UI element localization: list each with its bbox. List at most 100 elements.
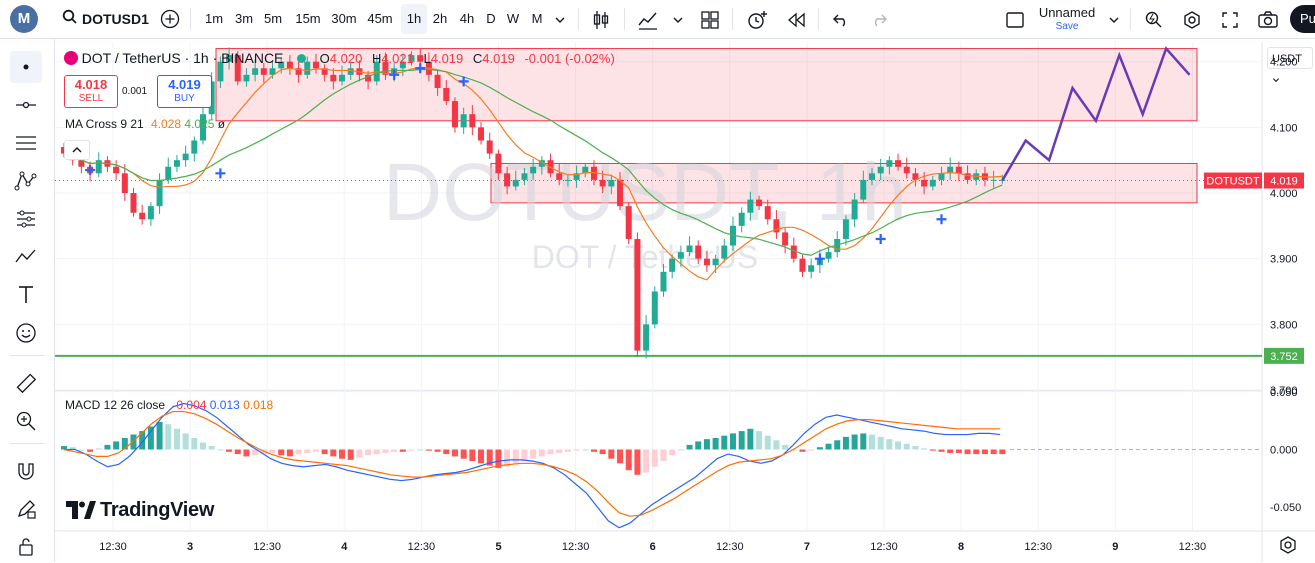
alert-clock-icon[interactable] (744, 0, 770, 38)
chevron-down-icon[interactable] (552, 0, 568, 38)
macd-bar (321, 449, 328, 455)
timeframe-4h[interactable]: 4h (459, 11, 475, 26)
layout-checkbox-icon[interactable] (1004, 0, 1026, 38)
collapse-legend-button[interactable] (64, 140, 90, 160)
ma-legend[interactable]: MA Cross 9 21 4.028 4.025 ø (65, 117, 225, 131)
macd-bar (677, 449, 684, 451)
macd-bar (573, 449, 580, 451)
magnet-icon[interactable] (10, 455, 42, 487)
timeframe-2h[interactable]: 2h (432, 11, 448, 26)
trend-line-icon[interactable] (10, 89, 42, 121)
macd-bar (712, 438, 719, 450)
macd-bar (721, 435, 728, 450)
currency-selector[interactable]: USDT (1267, 47, 1313, 83)
price-tick: 4.000 (1270, 188, 1298, 200)
macd-bar (460, 449, 467, 459)
add-symbol-icon[interactable] (160, 9, 180, 34)
logo-icon[interactable]: M (10, 5, 38, 33)
macd-bar (252, 449, 259, 456)
settings-icon[interactable] (1180, 0, 1204, 38)
candle (799, 258, 806, 272)
zones (215, 48, 1198, 204)
candle (643, 324, 650, 351)
macd-legend[interactable]: MACD 12 26 close -0.004 0.013 0.018 (65, 398, 273, 412)
timeframe-1h[interactable]: 1h (401, 4, 427, 34)
buy-price: 4.019 (168, 77, 201, 92)
macd-bar (425, 449, 432, 451)
cross-marker (458, 76, 469, 87)
quick-search-icon[interactable] (1142, 0, 1166, 38)
candle (825, 252, 832, 259)
candle (538, 160, 545, 167)
macd-bar (808, 449, 815, 451)
candle (530, 166, 537, 174)
emoji-icon[interactable] (10, 317, 42, 349)
macd-bar (895, 441, 902, 450)
measure-tools-icon[interactable] (10, 203, 42, 235)
macd-bar (556, 449, 563, 453)
candles-icon[interactable] (590, 0, 612, 38)
cross-marker (389, 69, 400, 80)
candle (921, 179, 928, 187)
text-icon[interactable] (10, 279, 42, 311)
macd-bar (156, 421, 163, 450)
symbol-search-button[interactable]: DOTUSD1 (62, 0, 149, 38)
candle (634, 238, 641, 351)
candle (903, 166, 910, 174)
camera-icon[interactable] (1256, 0, 1280, 38)
current-price-tag (1264, 172, 1304, 189)
macd-bar (278, 449, 285, 456)
redo-icon[interactable] (868, 0, 890, 38)
sell-button[interactable]: 4.018 SELL (64, 75, 118, 108)
macd-bar (912, 446, 919, 450)
macd-bar (478, 449, 485, 464)
layout-name-button[interactable]: Unnamed Save (1036, 5, 1098, 35)
axis-settings-icon[interactable] (1278, 535, 1298, 560)
spread-value: 0.001 (122, 86, 148, 97)
replay-icon[interactable] (784, 0, 808, 38)
price-tick: 3.700 (1270, 385, 1298, 397)
ohlc-o: 4.020 (329, 51, 363, 66)
timeframe-1m[interactable]: 1m (204, 11, 224, 26)
macd-bar (87, 449, 94, 452)
macd-bar (173, 428, 180, 450)
timeframe-D[interactable]: D (486, 11, 496, 26)
zoom-in-icon[interactable] (10, 405, 42, 437)
macd-bar (165, 424, 172, 450)
timeframe-15m[interactable]: 15m (295, 11, 321, 26)
candle (669, 258, 676, 272)
chevron-down-icon[interactable] (670, 0, 686, 38)
timeframe-3m[interactable]: 3m (234, 11, 254, 26)
candle (729, 225, 736, 246)
lock-pencil-icon[interactable] (10, 493, 42, 525)
candle (686, 245, 693, 253)
time-tick: 12:30 (253, 541, 281, 553)
macd-bar (295, 449, 302, 455)
timeframe-M[interactable]: M (531, 11, 543, 26)
candle (564, 179, 571, 181)
chevron-down-icon[interactable] (1106, 0, 1122, 38)
layout-grid-icon[interactable] (698, 0, 722, 38)
timeframe-45m[interactable]: 45m (367, 11, 393, 26)
timeframe-30m[interactable]: 30m (331, 11, 357, 26)
ma-extra: ø (217, 117, 226, 131)
candle (703, 258, 710, 266)
time-tick: 12:30 (1179, 541, 1207, 553)
macd-bar (842, 436, 849, 450)
horizontal-lines-icon[interactable] (10, 127, 42, 159)
lock-icon[interactable] (10, 531, 42, 563)
ruler-icon[interactable] (10, 367, 42, 399)
timeframe-5m[interactable]: 5m (263, 11, 283, 26)
time-tick: 7 (804, 541, 810, 553)
fullscreen-icon[interactable] (1218, 0, 1242, 38)
brush-icon[interactable] (10, 241, 42, 273)
indicators-icon[interactable] (636, 0, 660, 38)
price-tick: 3.800 (1270, 319, 1298, 331)
undo-icon[interactable] (830, 0, 852, 38)
timeframe-W[interactable]: W (506, 11, 520, 26)
cursor-dot-icon[interactable] (10, 51, 42, 83)
chart-title[interactable]: DOT / TetherUS · 1h · BINANCE (81, 50, 284, 66)
buy-button[interactable]: 4.019 BUY (157, 75, 212, 108)
publish-button[interactable]: Pu (1290, 5, 1315, 33)
pattern-icon[interactable] (10, 165, 42, 197)
